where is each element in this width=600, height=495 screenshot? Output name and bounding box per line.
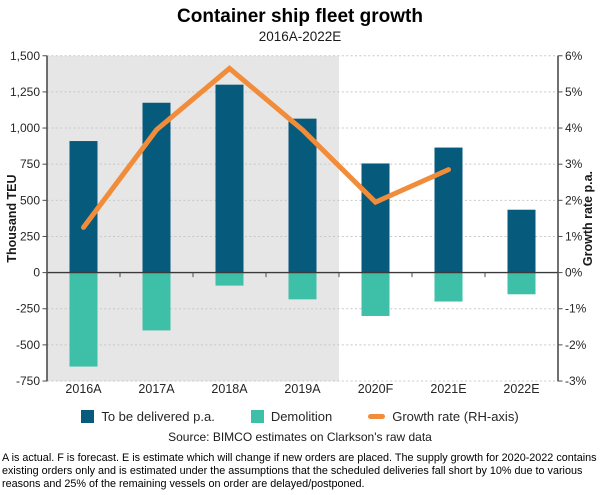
left-axis-tick-labels: 1,500 1,250 1,000 750 500 250 0 -250 -500 -750 [10,49,40,388]
left-tick-label: 500 [20,193,40,207]
left-tick-label: 1,000 [10,121,40,135]
right-tick-label: 0% [565,266,583,280]
bar-2021E [434,272,463,302]
legend-item-growth-rate: Growth rate (RH-axis) [368,408,519,424]
right-tick-label: 6% [565,49,583,63]
bar-2020F [361,163,390,273]
right-axis-title: Growth rate p.a. [581,171,595,266]
left-tick-label: -500 [16,338,40,352]
bar-2022E [507,209,536,273]
growth-rate-line [81,65,451,230]
x-axis-labels: 2016A 2017A 2018A 2019A 2020F 2021E 2022E [65,382,539,396]
right-tick-label: 1% [565,229,583,243]
footnote-text: A is actual. F is forecast. E is estimat… [2,452,597,490]
left-tick-label: 250 [20,229,40,243]
x-label-2019A: 2019A [284,382,321,396]
delivered-bars [69,84,536,273]
left-tick-label: -250 [16,302,40,316]
chart-title: Container ship fleet growth [177,6,423,27]
left-axis-title: Thousand TEU [5,174,19,262]
demolition-bars [69,272,536,367]
legend-label-demolition: Demolition [270,408,333,424]
x-label-2017A: 2017A [138,382,175,396]
legend-label-delivered: To be delivered p.a. [101,408,215,424]
right-tick-label: 5% [565,85,583,99]
x-label-2018A: 2018A [211,382,248,396]
x-label-2022E: 2022E [503,382,539,396]
x-label-2020F: 2020F [358,382,394,396]
legend-item-delivered: To be delivered p.a. [81,408,215,424]
legend: To be delivered p.a. Demolition Growth r… [0,407,600,425]
bar-2021E [434,147,463,273]
right-tick-label: 3% [565,157,583,171]
right-tick-label: -2% [565,338,587,352]
right-tick-label: -1% [565,302,587,316]
bar-2022E [507,272,536,295]
axes [42,55,563,382]
right-axis-title: Growth rate p.a. [581,171,595,266]
right-tick-label: 2% [565,193,583,207]
left-tick-label: 0 [33,266,40,280]
left-tick-label: 1,250 [10,85,40,99]
right-tick-label: 4% [565,121,583,135]
chart-subtitle: 2016A-2022E [258,29,342,44]
x-label-2016A: 2016A [65,382,102,396]
left-tick-label: 750 [20,157,40,171]
chart-plot-area: 1,500 1,250 1,000 750 500 250 0 -250 -500 -750 6% 5… [5,49,595,396]
left-tick-label: -750 [16,374,40,388]
bar-2019A [288,118,317,273]
x-label-2021E: 2021E [430,382,466,396]
right-axis-tick-labels: 6% 5% 4% 3% 2% 1% 0% -1% -2% -3% [565,49,587,388]
legend-label-growth-rate: Growth rate (RH-axis) [392,408,519,424]
bar-2018A [215,272,244,286]
bar-2016A [69,141,98,273]
source-note: Source: BIMCO estimates on Clarkson's ra… [168,430,432,444]
bar-2019A [288,272,317,300]
delivered-swatch-icon [81,409,95,423]
legend-item-demolition: Demolition [250,408,333,424]
bar-2020F [361,272,390,316]
bar-2016A [69,272,98,367]
demolition-swatch-icon [250,409,264,423]
zero-axis [47,271,558,278]
right-tick-label: -3% [565,374,587,388]
bar-2018A [215,84,244,273]
growth-rate-swatch-icon [368,413,386,419]
bar-2017A [142,272,171,331]
left-tick-label: 1,500 [10,49,40,63]
left-axis-title: Thousand TEU [5,174,19,262]
